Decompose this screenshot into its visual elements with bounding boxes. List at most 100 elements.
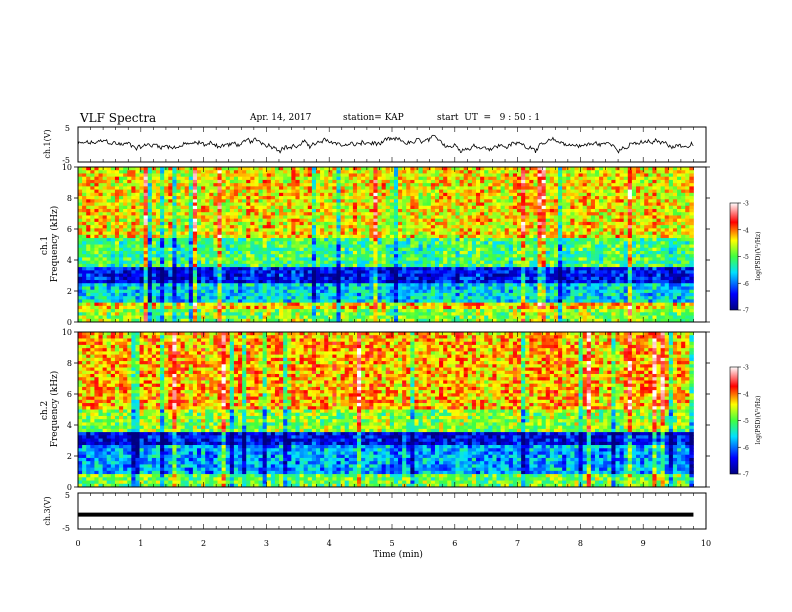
spectrogram-cell bbox=[180, 247, 186, 252]
spectrogram-cell bbox=[545, 208, 551, 213]
spectrogram-cell bbox=[164, 247, 169, 252]
spectrogram-cell bbox=[209, 218, 214, 223]
spectrogram-cell bbox=[640, 231, 645, 236]
spectrogram-cell bbox=[656, 208, 662, 213]
spectrogram-cell bbox=[192, 212, 198, 216]
spectrogram-cell bbox=[422, 225, 428, 229]
spectrogram-cell bbox=[475, 218, 481, 223]
spectrogram-cell bbox=[344, 205, 350, 210]
spectrogram-cell bbox=[549, 215, 555, 220]
spectrogram-cell bbox=[402, 238, 407, 242]
spectrogram-cell bbox=[422, 257, 428, 262]
spectrogram-cell bbox=[414, 270, 419, 274]
spectrogram-cell bbox=[525, 179, 530, 184]
spectrogram-cell bbox=[78, 192, 83, 197]
spectrogram-cell bbox=[529, 196, 534, 200]
spectrogram-cell bbox=[553, 208, 559, 213]
spectrogram-cell bbox=[357, 170, 362, 174]
spectrogram-cell bbox=[668, 241, 674, 245]
spectrogram-cell bbox=[188, 208, 194, 213]
spectrogram-cell bbox=[102, 234, 108, 239]
spectrogram-cell bbox=[578, 173, 584, 178]
spectrogram-cell bbox=[258, 192, 264, 197]
spectrogram-cell bbox=[184, 202, 190, 207]
spectrogram-cell bbox=[480, 208, 485, 213]
spectrogram-cell bbox=[631, 250, 637, 255]
spectrogram-cell bbox=[242, 186, 247, 191]
spectrogram-cell bbox=[139, 167, 145, 171]
spectrogram-cell bbox=[664, 202, 670, 207]
spectrogram-cell bbox=[377, 212, 383, 216]
spectrogram-cell bbox=[594, 228, 600, 232]
spectrogram-cell bbox=[636, 225, 641, 229]
spectrogram-cell bbox=[619, 231, 625, 236]
spectrogram-cell bbox=[291, 202, 296, 207]
spectrogram-cell bbox=[279, 208, 284, 213]
spectrogram-cell bbox=[631, 176, 637, 181]
spectrogram-cell bbox=[106, 173, 112, 178]
spectrogram-cell bbox=[529, 241, 534, 245]
spectrogram-cell bbox=[500, 218, 506, 223]
spectrogram-cell bbox=[525, 189, 530, 194]
spectrogram-cell bbox=[496, 199, 501, 203]
spectrogram-cell bbox=[541, 208, 547, 213]
spectrogram-cell bbox=[652, 173, 657, 178]
spectrogram-cell bbox=[553, 221, 559, 226]
spectrogram-cell bbox=[180, 173, 186, 178]
spectrogram-cell bbox=[582, 247, 588, 252]
spectrogram-cell bbox=[463, 221, 469, 226]
spectrogram-cell bbox=[566, 221, 571, 226]
spectrogram-cell bbox=[86, 267, 91, 271]
spectrogram-cell bbox=[196, 196, 202, 200]
spectrogram-cell bbox=[553, 260, 559, 265]
spectrogram-cell bbox=[336, 250, 341, 255]
spectrogram-cell bbox=[78, 215, 83, 220]
spectrogram-cell bbox=[558, 254, 563, 258]
spectrogram-cell bbox=[660, 183, 666, 187]
spectrogram-cell bbox=[414, 215, 419, 220]
spectrogram-cell bbox=[119, 254, 124, 258]
spectrogram-cell bbox=[357, 167, 362, 171]
spectrogram-cell bbox=[578, 218, 584, 223]
spectrogram-cell bbox=[492, 244, 497, 249]
spectrogram-cell bbox=[418, 183, 424, 187]
spectrogram-cell bbox=[439, 254, 444, 258]
spectrogram-cell bbox=[176, 199, 181, 203]
spectrogram-cell bbox=[627, 250, 633, 255]
spectrogram-cell bbox=[106, 189, 112, 194]
spectrogram-cell bbox=[689, 176, 694, 181]
spectrogram-cell bbox=[229, 189, 235, 194]
spectrogram-cell bbox=[451, 173, 456, 178]
spectrogram-cell bbox=[525, 247, 530, 252]
spectrogram-cell bbox=[147, 247, 153, 252]
spectrogram-cell bbox=[357, 267, 362, 271]
spectrogram-cell bbox=[377, 234, 383, 239]
spectrogram-cell bbox=[311, 218, 317, 223]
spectrogram-cell bbox=[131, 254, 136, 258]
spectrogram-cell bbox=[500, 254, 506, 258]
spectrogram-cell bbox=[615, 225, 620, 229]
spectrogram-cell bbox=[192, 270, 198, 274]
spectrogram-cell bbox=[369, 186, 374, 191]
spectrogram-cell bbox=[652, 270, 657, 274]
spectrogram-cell bbox=[475, 241, 481, 245]
spectrogram-cell bbox=[381, 225, 387, 229]
spectrogram-cell bbox=[151, 173, 157, 178]
spectrogram-cell bbox=[213, 244, 218, 249]
spectrogram-cell bbox=[184, 225, 190, 229]
spectrogram-cell bbox=[640, 208, 645, 213]
spectrogram-cell bbox=[320, 218, 325, 223]
spectrogram-cell bbox=[549, 234, 555, 239]
spectrogram-cell bbox=[451, 170, 456, 174]
spectrogram-cell bbox=[681, 225, 686, 229]
spectrogram-cell bbox=[287, 221, 292, 226]
spectrogram-cell bbox=[566, 176, 571, 181]
spectrogram-cell bbox=[455, 170, 460, 174]
spectrogram-cell bbox=[238, 167, 243, 171]
spectrogram-cell bbox=[287, 212, 292, 216]
spectrogram-cell bbox=[221, 192, 227, 197]
spectrogram-row bbox=[78, 176, 694, 181]
spectrogram-cell bbox=[447, 192, 452, 197]
spectrogram-cell bbox=[250, 179, 255, 184]
spectrogram-cell bbox=[533, 244, 538, 249]
